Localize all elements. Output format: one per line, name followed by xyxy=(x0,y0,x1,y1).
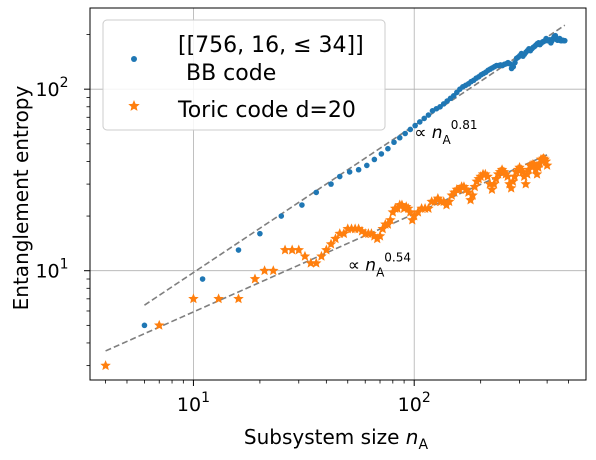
legend-marker-toric xyxy=(128,100,140,111)
data-point-bb xyxy=(425,112,432,118)
data-point-toric xyxy=(385,214,396,225)
data-point-bb xyxy=(355,166,362,173)
data-point-toric xyxy=(233,293,244,304)
data-point-toric xyxy=(316,250,327,261)
y-tick-label: 102 xyxy=(35,75,68,101)
data-point-toric xyxy=(429,196,441,207)
data-point-toric xyxy=(293,244,304,255)
data-point-toric xyxy=(423,203,434,213)
data-point-toric xyxy=(469,181,480,192)
data-point-bb xyxy=(364,162,370,169)
data-point-bb xyxy=(328,181,334,187)
data-point-toric xyxy=(467,189,478,200)
data-point-toric xyxy=(443,196,455,207)
data-point-bb xyxy=(336,173,343,180)
fit-lines xyxy=(105,24,566,352)
legend-label-bb-line1: [[756, 16, ≤ 34]] xyxy=(178,33,364,58)
y-axis-label: Entanglement entropy xyxy=(9,86,33,311)
plot-frame xyxy=(89,7,587,381)
data-point-bb xyxy=(278,213,285,219)
data-point-toric xyxy=(372,233,383,244)
data-point-toric xyxy=(486,184,498,194)
data-point-bb xyxy=(235,247,242,253)
data-point-toric xyxy=(213,293,224,304)
data-point-toric xyxy=(531,168,543,179)
data-point-bb xyxy=(412,122,418,129)
fit-annotation-toric: ∝ nA0.54 xyxy=(348,251,411,280)
data-point-toric xyxy=(100,360,111,371)
data-point-bb xyxy=(407,126,414,133)
fit-annotation-bb: ∝ nA0.81 xyxy=(414,118,477,147)
data-point-bb xyxy=(416,119,423,125)
data-point-toric xyxy=(249,273,261,284)
data-point-toric xyxy=(520,178,531,189)
data-point-toric xyxy=(305,257,316,268)
fit-line-0 xyxy=(144,24,566,306)
data-point-bb xyxy=(391,139,397,146)
legend-label-toric: Toric code d=20 xyxy=(177,98,356,123)
data-point-toric xyxy=(188,293,199,304)
data-point-bb xyxy=(385,145,391,152)
data-point-toric xyxy=(482,171,493,182)
y-tick-label: 101 xyxy=(35,257,68,283)
axis-ticks: 101 102 101 102 xyxy=(35,34,569,416)
data-point-bb xyxy=(512,59,518,66)
data-points xyxy=(100,32,568,371)
data-point-toric xyxy=(518,171,530,182)
data-point-bb xyxy=(257,230,263,237)
data-point-bb xyxy=(371,156,378,163)
data-point-toric xyxy=(505,182,517,193)
x-tick-label: 101 xyxy=(177,390,210,416)
data-point-bb xyxy=(199,276,206,282)
data-point-toric xyxy=(490,173,502,184)
data-point-bb xyxy=(396,134,403,141)
data-point-bb xyxy=(378,151,385,157)
data-point-bb xyxy=(299,202,305,208)
legend-box xyxy=(102,19,386,131)
data-point-bb xyxy=(562,37,568,44)
data-point-toric xyxy=(279,244,291,255)
data-point-toric xyxy=(502,171,513,182)
data-point-toric xyxy=(465,194,476,205)
legend-label-bb-line2: BB code xyxy=(186,61,276,86)
data-point-bb xyxy=(421,115,428,122)
data-point-toric xyxy=(321,244,332,255)
data-point-toric xyxy=(338,228,350,239)
data-point-toric xyxy=(541,159,553,170)
data-point-toric xyxy=(259,265,270,276)
data-point-bb xyxy=(141,322,148,329)
data-point-toric xyxy=(533,162,544,173)
data-point-toric xyxy=(299,250,311,261)
data-point-toric xyxy=(507,176,519,186)
data-point-toric xyxy=(286,244,298,255)
data-point-toric xyxy=(521,168,533,179)
data-point-toric xyxy=(311,257,322,268)
legend: [[756, 16, ≤ 34]] BB code Toric code d=2… xyxy=(102,19,386,131)
data-point-toric xyxy=(154,319,165,330)
data-point-toric xyxy=(330,233,341,244)
x-tick-label: 102 xyxy=(398,390,431,416)
data-point-bb xyxy=(313,189,320,196)
data-point-toric xyxy=(488,178,500,189)
data-point-toric xyxy=(530,164,541,175)
data-point-toric xyxy=(408,210,420,221)
data-point-bb xyxy=(402,130,408,137)
data-point-toric xyxy=(509,171,520,182)
legend-marker-bb xyxy=(131,56,137,62)
data-point-toric xyxy=(412,206,424,217)
data-point-toric xyxy=(325,238,337,249)
x-axis-label: Subsystem size nA xyxy=(244,425,429,453)
data-point-toric xyxy=(268,265,279,276)
data-point-toric xyxy=(374,230,386,241)
data-point-bb xyxy=(346,169,353,175)
